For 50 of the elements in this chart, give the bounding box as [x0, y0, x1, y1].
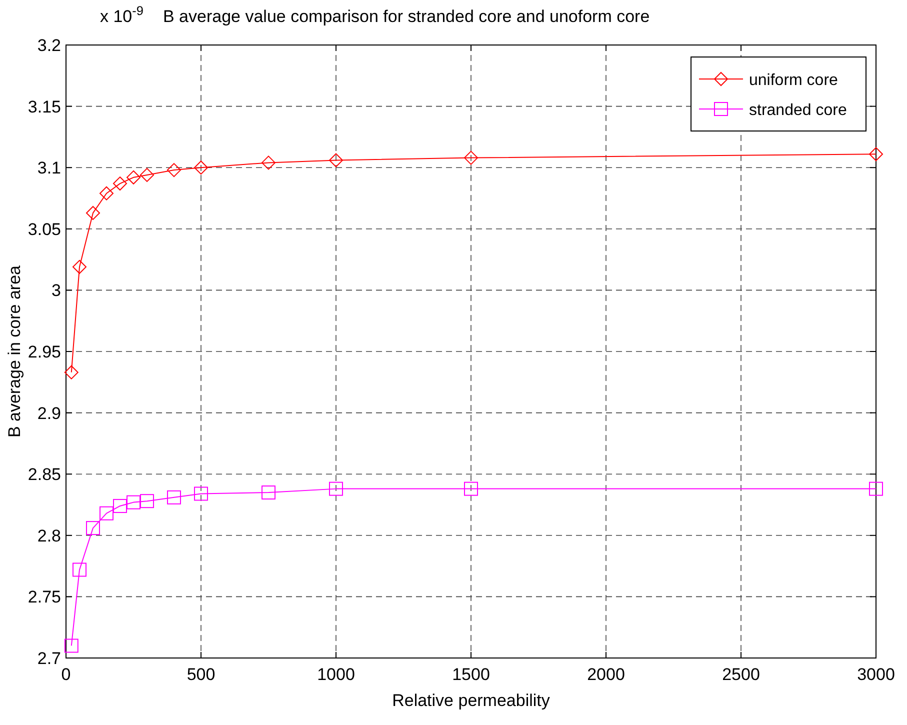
point — [262, 485, 276, 500]
point — [64, 365, 78, 380]
x-tick-label: 3000 — [857, 665, 895, 684]
x-tick-label: 500 — [186, 665, 216, 684]
point — [113, 498, 127, 513]
y-tick-label: 2.7 — [37, 649, 61, 668]
point — [194, 160, 208, 175]
point — [140, 494, 154, 508]
x-tick-label: 1500 — [452, 665, 490, 684]
point — [86, 206, 100, 220]
point — [126, 170, 140, 184]
point — [329, 153, 343, 168]
point — [100, 506, 114, 520]
y-tick-label: 3.05 — [28, 220, 61, 239]
y-tick-label: 2.9 — [37, 404, 61, 423]
point — [262, 156, 276, 170]
point — [126, 495, 140, 510]
chart-title: B average value comparison for stranded core and unoform core — [163, 7, 650, 26]
y-tick-label: 3 — [52, 281, 61, 300]
point — [113, 176, 127, 191]
point — [464, 150, 478, 165]
y-tick-label: 3.2 — [37, 36, 61, 55]
point — [64, 638, 78, 653]
legend-label: stranded core — [749, 102, 847, 119]
x-tick-label: 0 — [61, 665, 71, 684]
point — [167, 490, 181, 504]
point — [329, 482, 343, 496]
y-tick-label: 2.8 — [37, 526, 61, 546]
y-tick-label: 2.75 — [28, 588, 61, 607]
point — [167, 163, 181, 178]
x-tick-label: 2000 — [587, 665, 625, 684]
x-tick-label: 1000 — [317, 665, 355, 684]
y-tick-label: 2.85 — [28, 465, 61, 484]
point — [464, 482, 478, 496]
y-tick-label: 3.15 — [28, 97, 61, 116]
y-axis-title: B average in core area — [5, 264, 24, 438]
point — [72, 260, 86, 274]
y-tick-label: 2.95 — [28, 342, 61, 362]
point — [72, 562, 86, 577]
point — [86, 521, 100, 536]
point — [100, 186, 114, 200]
text: x 10$^{-9}$ — [100, 2, 144, 26]
point — [869, 482, 883, 496]
point — [194, 486, 208, 501]
x-tick-label: 2500 — [722, 665, 760, 684]
legend-label: uniform core — [749, 72, 838, 89]
y-tick-label: 3.1 — [37, 158, 61, 178]
x-axis-title: Relative permeability — [392, 691, 550, 710]
point — [869, 147, 883, 162]
point — [140, 168, 154, 182]
